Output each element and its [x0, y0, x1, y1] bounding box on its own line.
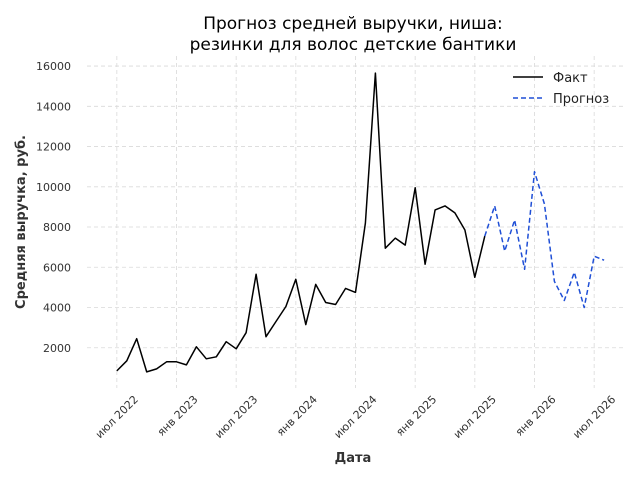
x-tick-label: июл 2025: [451, 393, 499, 441]
x-tick-label: янв 2025: [393, 393, 439, 439]
x-tick-label: июл 2024: [332, 393, 380, 441]
chart-title-line-2: резинки для волос детские бантики: [190, 35, 517, 55]
legend-label-fact: Факт: [553, 71, 588, 86]
series-lines: [116, 72, 605, 373]
y-ticks: 2000 4000 6000 8000 10000 12000 14000 16000: [36, 60, 71, 355]
y-tick-label: 8000: [43, 221, 71, 234]
x-tick-label: янв 2023: [155, 393, 201, 439]
chart-title-line-1: Прогноз средней выручки, ниша:: [203, 14, 503, 34]
x-ticks: июл 2022 янв 2023 июл 2023 янв 2024 июл 2024…: [93, 393, 618, 441]
y-tick-label: 12000: [36, 141, 71, 154]
y-tick-label: 6000: [43, 261, 71, 274]
series-line-fact: [116, 72, 486, 373]
y-axis-label: Средняя выручка, руб.: [14, 135, 29, 309]
x-tick-label: янв 2026: [513, 393, 559, 439]
x-tick-label: янв 2024: [274, 393, 320, 439]
x-tick-label: июл 2026: [570, 393, 618, 441]
grid: [87, 56, 624, 388]
y-tick-label: 4000: [43, 302, 71, 315]
series-line-forecast: [484, 170, 605, 309]
x-tick-label: июл 2023: [212, 393, 260, 441]
y-tick-label: 16000: [36, 60, 71, 73]
y-tick-label: 2000: [43, 342, 71, 355]
y-tick-label: 10000: [36, 181, 71, 194]
y-tick-label: 14000: [36, 100, 71, 113]
legend: Факт Прогноз: [513, 71, 609, 107]
x-tick-label: июл 2022: [93, 393, 141, 441]
x-axis-label: Дата: [335, 451, 372, 466]
legend-label-forecast: Прогноз: [553, 92, 609, 107]
